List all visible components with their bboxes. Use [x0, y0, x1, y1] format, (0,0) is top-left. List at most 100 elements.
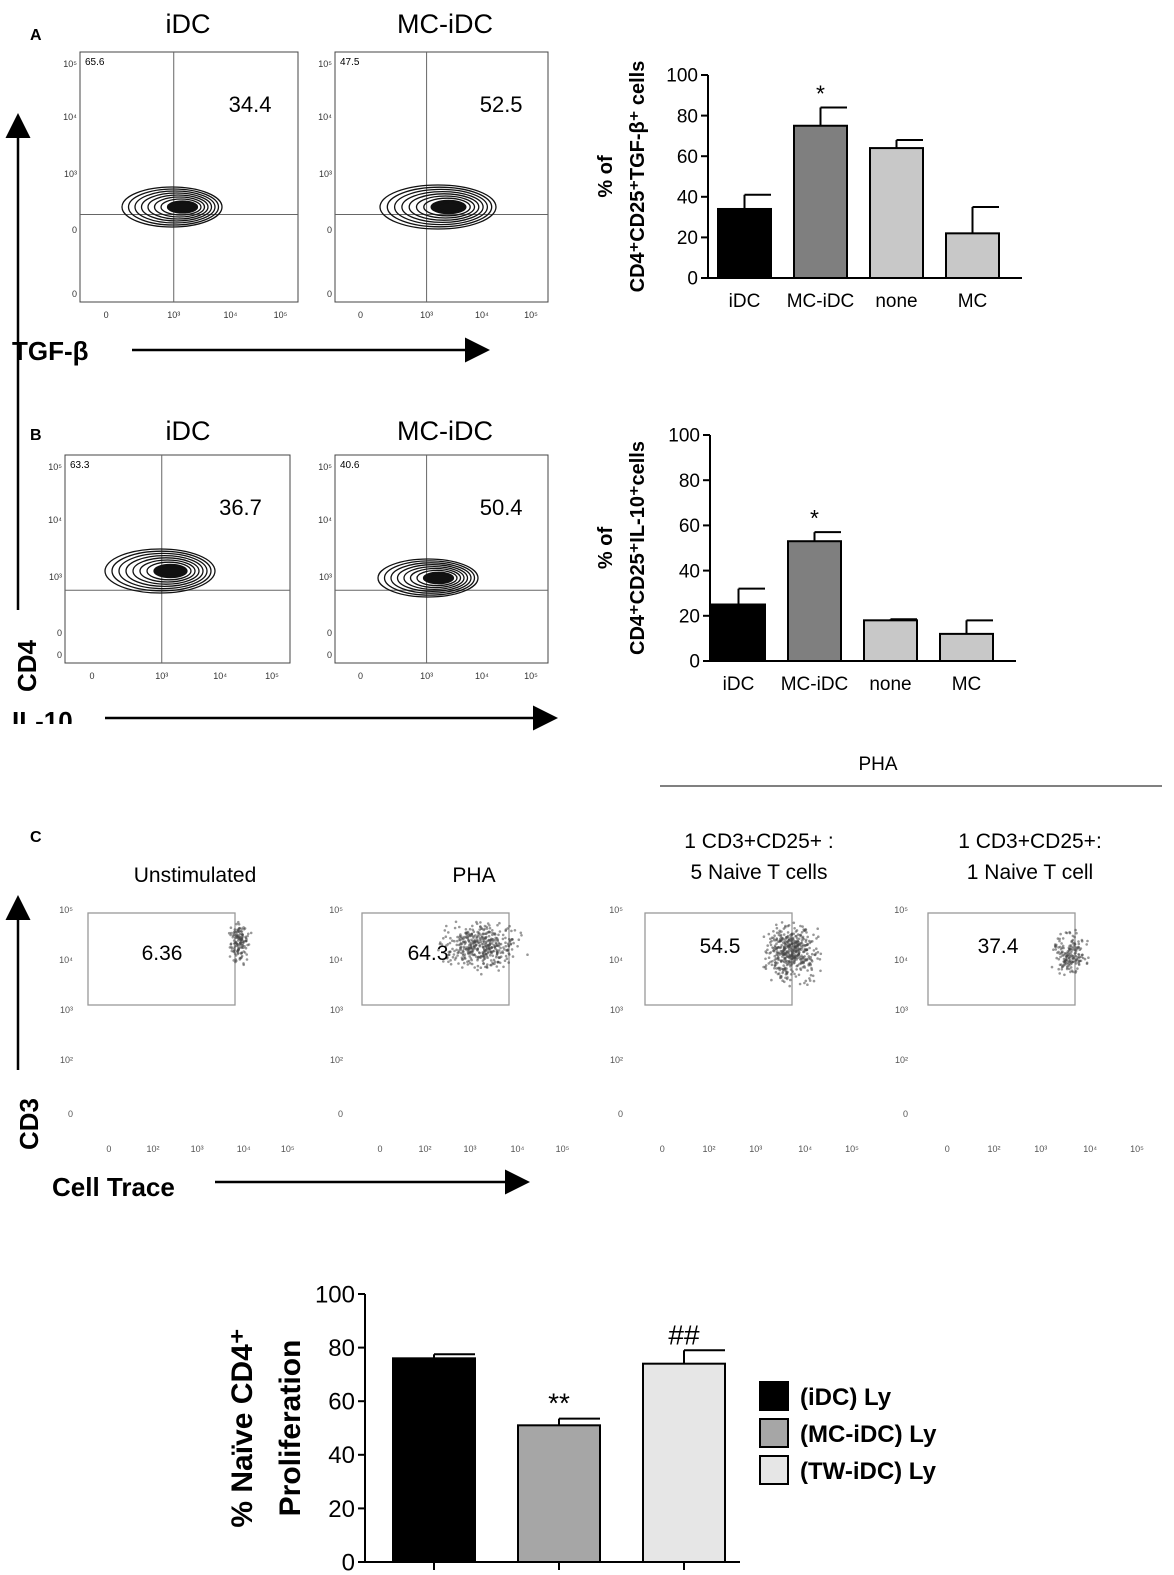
event-dot	[816, 957, 819, 960]
y-tick-label: 60	[677, 147, 698, 168]
event-dot	[447, 950, 451, 954]
event-dot	[789, 953, 792, 957]
event-dot	[468, 934, 472, 938]
contour-ring	[160, 198, 202, 216]
quadrant-percentage-upper-left: 47.5	[340, 57, 360, 68]
event-dot	[805, 957, 809, 961]
event-dot	[780, 936, 783, 940]
x-tick-label: 10²	[146, 1144, 159, 1154]
bar	[517, 1424, 601, 1563]
event-dot	[245, 958, 249, 961]
legend-swatch	[759, 1381, 789, 1411]
event-dot	[241, 941, 245, 945]
panel-c-bar-chart: 0 20 40 60 80 100 ** ## % Naïve CD4⁺ Proliferatio…	[226, 1281, 740, 1575]
x-tick-label: 10⁵	[274, 310, 288, 320]
event-dot	[504, 944, 508, 948]
event-dot	[233, 945, 237, 948]
event-dot	[464, 928, 468, 931]
plot-background	[890, 895, 1150, 1160]
y-tick-label: 80	[679, 471, 700, 492]
event-dot	[483, 927, 486, 931]
event-dot	[445, 944, 448, 947]
panel-b-flow-title-1: iDC	[166, 416, 211, 446]
event-dot	[463, 942, 467, 946]
y-tick-label: 40	[679, 561, 700, 582]
y-tick-label: 10⁵	[48, 462, 62, 472]
event-dot	[812, 979, 816, 983]
y-tick-label: 10⁵	[63, 59, 77, 69]
event-dot	[788, 984, 791, 988]
event-dot	[1087, 956, 1090, 959]
event-dot	[460, 935, 463, 938]
event-dot	[810, 952, 814, 956]
event-dot	[492, 949, 495, 953]
event-dot	[803, 966, 807, 969]
event-dot	[1069, 966, 1073, 969]
event-dot	[773, 966, 776, 970]
bar	[793, 124, 848, 279]
event-dot	[764, 964, 768, 967]
event-dot	[1065, 967, 1069, 971]
event-dot	[438, 942, 442, 946]
event-dot	[766, 944, 769, 947]
event-dot	[1050, 965, 1054, 969]
event-dot	[459, 947, 462, 950]
event-dot	[506, 942, 510, 946]
event-dot	[235, 930, 239, 934]
event-dot	[488, 943, 492, 947]
event-dot	[1068, 931, 1072, 935]
event-dot	[240, 927, 244, 930]
y-axis-label-line1: % Naïve CD4⁺	[226, 1328, 259, 1527]
event-dot	[791, 942, 794, 945]
event-dot	[459, 951, 463, 955]
y-tick-label: 10³	[64, 169, 77, 179]
event-dot	[478, 955, 482, 959]
event-dot	[793, 961, 796, 964]
x-tick-label: 10⁵	[1130, 1144, 1144, 1154]
event-dot	[801, 966, 805, 969]
event-dot	[498, 921, 501, 925]
gate-percentage: 37.4	[978, 935, 1019, 958]
event-dot	[808, 961, 812, 965]
event-dot	[786, 942, 790, 946]
event-dot	[247, 932, 250, 936]
event-dot	[490, 946, 494, 950]
event-dot	[472, 953, 475, 957]
x-tick-label: 10²	[418, 1144, 431, 1154]
event-dot	[1074, 969, 1078, 973]
event-dot	[496, 923, 499, 927]
event-dot	[449, 936, 452, 940]
panel-a-contour-plot-idc: 34.4 65.6 10⁵ 10⁴ 10³ 0 0 0 10³ 10⁴ 10⁵	[63, 51, 299, 320]
x-tick-label: 10³	[749, 1144, 762, 1154]
x-tick-label: 10⁴	[213, 671, 227, 681]
event-dot	[786, 970, 789, 974]
event-dot	[769, 943, 773, 947]
x-tick-label: 0	[106, 1144, 111, 1154]
event-dot	[774, 957, 778, 960]
event-dot	[1063, 952, 1066, 955]
event-dot	[503, 959, 507, 962]
gate-box	[361, 912, 510, 1006]
event-dot	[511, 955, 515, 958]
event-dot	[247, 943, 251, 946]
event-dot	[233, 930, 236, 933]
event-dot	[807, 955, 811, 958]
gate-box	[927, 912, 1076, 1006]
x-tick-label: 10⁵	[556, 1144, 570, 1154]
event-dot	[783, 957, 786, 960]
x-tick-label: 0	[377, 1144, 382, 1154]
event-dot	[455, 948, 458, 952]
panel-a-contour-plot-mc-idc: 52.5 47.5 10⁵ 10⁴ 10³ 0 0 0 10³ 10⁴ 10⁵	[318, 51, 549, 320]
event-dot	[792, 949, 796, 952]
event-dot	[816, 927, 819, 930]
event-dot	[767, 956, 771, 959]
event-dot	[785, 963, 789, 967]
legend-label: (TW-iDC) Ly	[800, 1458, 937, 1485]
event-dot	[784, 926, 787, 929]
event-dot	[488, 926, 492, 930]
event-dot	[476, 947, 480, 951]
event-dot	[462, 945, 466, 949]
event-dot	[448, 941, 452, 945]
contour-ring	[121, 186, 223, 228]
